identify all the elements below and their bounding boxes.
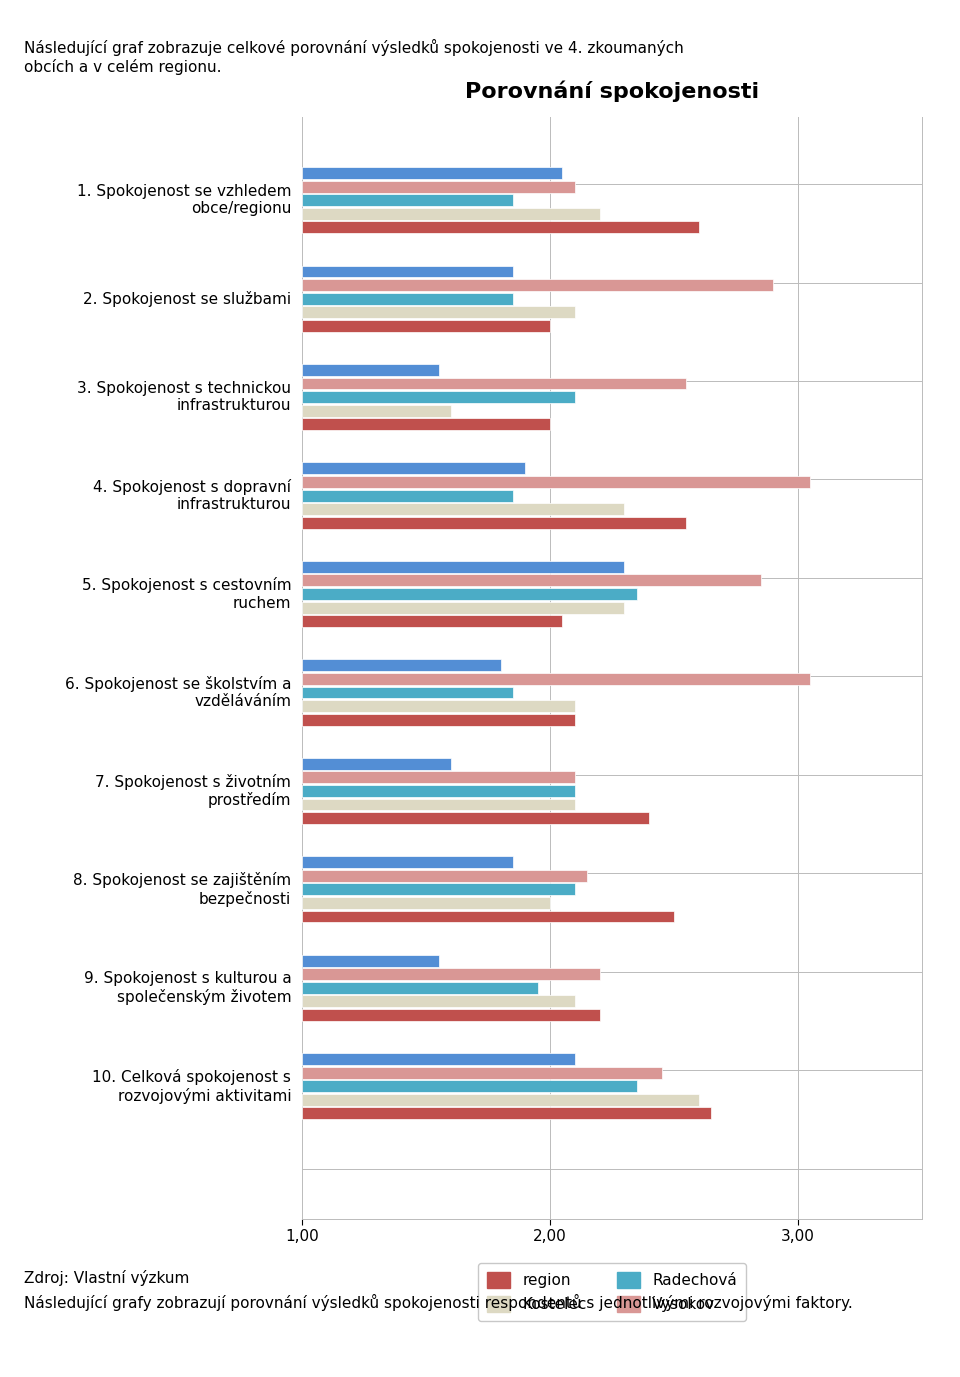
Bar: [302, 516, 686, 529]
Bar: [302, 588, 636, 600]
Bar: [302, 996, 575, 1008]
Bar: [302, 208, 600, 220]
Bar: [302, 1093, 699, 1106]
Bar: [302, 856, 513, 868]
Bar: [302, 419, 550, 430]
Bar: [302, 968, 600, 980]
Bar: [302, 476, 810, 487]
Bar: [302, 812, 649, 823]
Bar: [302, 954, 439, 967]
Bar: [302, 660, 500, 671]
Bar: [302, 1009, 600, 1020]
Bar: [302, 910, 674, 923]
Bar: [302, 377, 686, 390]
Bar: [302, 785, 575, 797]
Bar: [302, 319, 550, 332]
Bar: [302, 405, 451, 417]
Bar: [302, 602, 624, 614]
Bar: [302, 463, 525, 474]
Bar: [302, 560, 624, 573]
Bar: [302, 673, 810, 684]
Bar: [302, 222, 699, 233]
Bar: [302, 1081, 636, 1092]
Bar: [302, 1067, 661, 1078]
Text: Následující grafy zobrazují porovnání výsledků spokojenosti respondentů s jednot: Následující grafy zobrazují porovnání vý…: [24, 1294, 852, 1311]
Bar: [302, 982, 538, 994]
Bar: [302, 391, 575, 403]
Legend: region, Kostelec, Radechová, Vysokov: region, Kostelec, Radechová, Vysokov: [478, 1263, 746, 1321]
Bar: [302, 870, 588, 881]
Bar: [302, 180, 575, 193]
Bar: [302, 306, 575, 318]
Bar: [302, 896, 550, 909]
Bar: [302, 687, 513, 698]
Bar: [302, 280, 773, 291]
Bar: [302, 503, 624, 515]
Bar: [302, 1107, 711, 1120]
Title: Porovnání spokojenosti: Porovnání spokojenosti: [465, 80, 759, 102]
Bar: [302, 616, 563, 627]
Text: Zdroj: Vlastní výzkum: Zdroj: Vlastní výzkum: [24, 1270, 189, 1286]
Bar: [302, 293, 513, 304]
Bar: [302, 771, 575, 784]
Bar: [302, 713, 575, 726]
Bar: [302, 490, 513, 501]
Bar: [302, 799, 575, 811]
Bar: [302, 167, 563, 179]
Text: obcích a v celém regionu.: obcích a v celém regionu.: [24, 59, 222, 76]
Bar: [302, 700, 575, 712]
Bar: [302, 884, 575, 895]
Bar: [302, 574, 760, 587]
Bar: [302, 194, 513, 207]
Text: Následující graf zobrazuje celkové porovnání výsledků spokojenosti ve 4. zkouman: Následující graf zobrazuje celkové porov…: [24, 39, 684, 55]
Bar: [302, 757, 451, 770]
Bar: [302, 1053, 575, 1064]
Bar: [302, 266, 513, 277]
Bar: [302, 364, 439, 376]
